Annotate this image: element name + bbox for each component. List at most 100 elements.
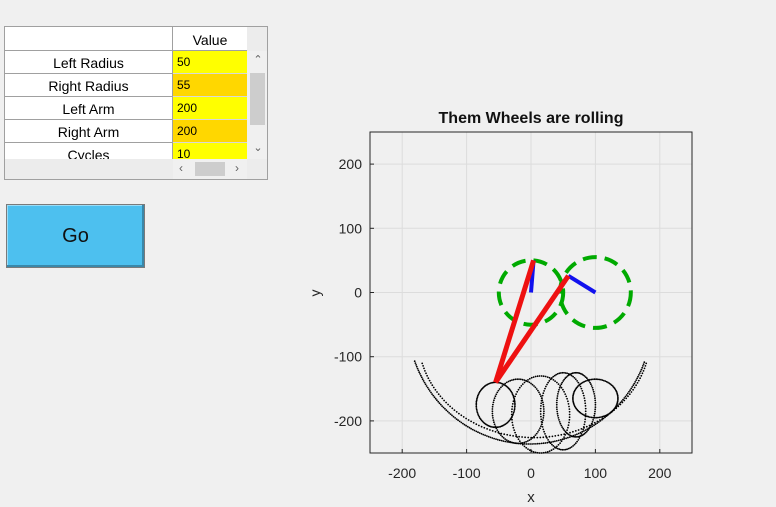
trace-point bbox=[600, 416, 602, 418]
trace-point bbox=[642, 370, 645, 372]
cell-left-radius[interactable]: 50 bbox=[173, 51, 247, 74]
horizontal-scroll-thumb[interactable] bbox=[195, 162, 225, 176]
trace-point bbox=[601, 379, 604, 381]
trace-point bbox=[430, 382, 432, 384]
trace-point bbox=[494, 430, 497, 433]
trace-point bbox=[560, 386, 563, 389]
trace-point bbox=[556, 412, 559, 415]
trace-point bbox=[592, 388, 594, 391]
cell-right-arm[interactable]: 200 bbox=[173, 120, 247, 143]
trace-point bbox=[478, 392, 481, 394]
trace-point bbox=[530, 382, 532, 385]
vertical-scroll-thumb[interactable] bbox=[250, 73, 265, 125]
trace-point bbox=[574, 371, 577, 374]
trace-point bbox=[512, 435, 514, 437]
trace-point bbox=[478, 424, 480, 427]
trace-point bbox=[565, 437, 567, 440]
row-name-right-radius: Right Radius bbox=[5, 74, 173, 97]
trace-point bbox=[505, 381, 508, 384]
trace-point bbox=[491, 426, 494, 428]
trace-point bbox=[503, 433, 506, 436]
trace-point bbox=[559, 372, 562, 374]
trace-point bbox=[471, 428, 474, 431]
trace-point bbox=[570, 374, 573, 377]
trace-point bbox=[562, 438, 564, 441]
trace-point bbox=[504, 382, 507, 385]
scroll-down-icon[interactable]: ⌄ bbox=[253, 142, 263, 154]
trace-point bbox=[635, 384, 637, 387]
trace-point bbox=[572, 397, 574, 400]
trace-point bbox=[500, 434, 502, 436]
scroll-up-icon[interactable]: ⌃ bbox=[253, 54, 263, 66]
trace-point bbox=[592, 390, 595, 393]
trace-point bbox=[632, 388, 634, 391]
grid-lines bbox=[370, 132, 692, 453]
trace-point bbox=[604, 380, 607, 382]
trace-point bbox=[496, 429, 499, 431]
trace-point bbox=[542, 442, 545, 445]
trace-point bbox=[554, 440, 556, 443]
scroll-left-icon[interactable]: ‹ bbox=[179, 161, 183, 175]
trace-point bbox=[449, 405, 451, 408]
trace-point bbox=[531, 437, 534, 439]
trace-point bbox=[556, 447, 559, 450]
trace-point bbox=[540, 415, 542, 418]
y-tick-label: 200 bbox=[339, 156, 363, 172]
trace-point bbox=[568, 408, 571, 410]
trace-point bbox=[436, 391, 438, 393]
trace-point bbox=[581, 390, 584, 392]
trace-point bbox=[443, 399, 445, 402]
go-button[interactable]: Go bbox=[6, 204, 145, 268]
trace-point bbox=[517, 438, 520, 441]
row-name-right-arm: Right Arm bbox=[5, 120, 173, 143]
trace-point bbox=[492, 403, 494, 406]
trace-point bbox=[555, 373, 558, 376]
trace-point bbox=[542, 417, 545, 419]
trace-point bbox=[592, 416, 594, 419]
connecting-arm bbox=[493, 259, 536, 384]
trace-point bbox=[596, 378, 599, 381]
cell-right-radius[interactable]: 55 bbox=[173, 74, 247, 97]
trace-point bbox=[580, 387, 583, 390]
trace-point bbox=[491, 414, 494, 417]
trace-point bbox=[592, 419, 594, 421]
trace-point bbox=[431, 384, 434, 387]
trace-point bbox=[441, 405, 443, 407]
wheels bbox=[493, 255, 633, 384]
cell-left-arm[interactable]: 200 bbox=[173, 97, 247, 120]
trace-point bbox=[546, 376, 549, 378]
trace-point bbox=[580, 412, 583, 415]
trace-point bbox=[598, 378, 601, 381]
trace-point bbox=[533, 385, 535, 387]
trace-point bbox=[566, 397, 568, 400]
trace-point bbox=[555, 401, 558, 404]
trace-point bbox=[509, 379, 512, 382]
trace-point bbox=[573, 435, 575, 438]
trace-point bbox=[557, 383, 560, 385]
trace-point bbox=[492, 401, 495, 404]
tick-labels: -200 -100 0 100 200 200 100 0 -100 -200 bbox=[334, 156, 672, 481]
trace-point bbox=[528, 381, 531, 384]
row-name-left-radius: Left Radius bbox=[5, 51, 173, 74]
horizontal-scrollbar[interactable]: ‹ › bbox=[173, 159, 247, 179]
trace-point bbox=[511, 379, 513, 381]
trace-point bbox=[542, 419, 544, 421]
trace-point bbox=[588, 427, 590, 430]
trace-point bbox=[545, 385, 547, 388]
vertical-scrollbar[interactable]: ⌃ ⌄ bbox=[247, 51, 267, 159]
trace-point bbox=[482, 433, 485, 436]
trace-point bbox=[513, 407, 516, 409]
trace-point bbox=[540, 421, 543, 423]
trace-point bbox=[502, 383, 505, 386]
trace-point bbox=[584, 421, 586, 423]
trace-point bbox=[434, 397, 437, 400]
trace-point bbox=[476, 411, 479, 414]
trace-point bbox=[556, 408, 558, 411]
scroll-right-icon[interactable]: › bbox=[235, 161, 239, 175]
trace-point bbox=[455, 411, 458, 413]
trace-point bbox=[593, 424, 595, 427]
trace-point bbox=[544, 442, 547, 444]
cell-cycles[interactable]: 10 bbox=[173, 143, 247, 159]
trace-point bbox=[582, 394, 585, 397]
trace-points bbox=[413, 360, 648, 454]
